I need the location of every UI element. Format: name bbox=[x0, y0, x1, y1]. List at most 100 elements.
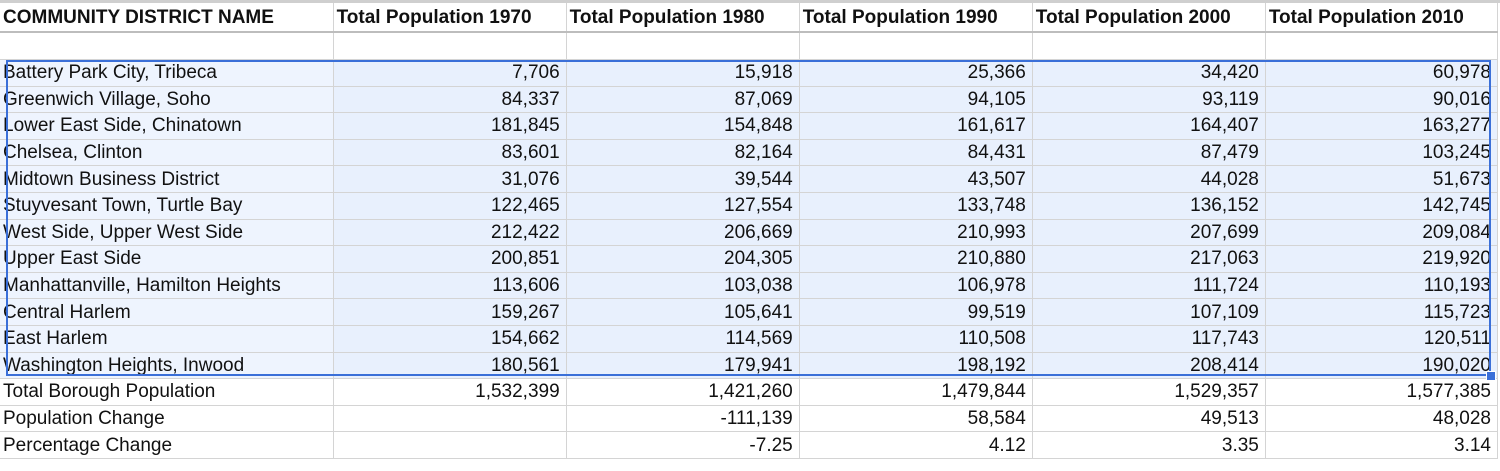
district-name-cell[interactable]: West Side, Upper West Side bbox=[0, 219, 334, 247]
empty-cell[interactable] bbox=[333, 32, 567, 60]
population-cell[interactable]: 48,028 bbox=[1265, 405, 1499, 433]
population-cell[interactable]: 106,978 bbox=[799, 272, 1033, 300]
population-cell[interactable]: 110,508 bbox=[799, 325, 1033, 353]
population-cell[interactable]: 219,920 bbox=[1265, 245, 1499, 273]
population-cell[interactable]: 25,366 bbox=[799, 59, 1033, 87]
population-cell[interactable] bbox=[333, 405, 567, 433]
column-header[interactable]: Total Population 2000 bbox=[1032, 3, 1266, 33]
population-cell[interactable]: 84,431 bbox=[799, 139, 1033, 167]
population-cell[interactable]: 1,529,357 bbox=[1032, 378, 1266, 406]
population-cell[interactable]: 115,723 bbox=[1265, 298, 1499, 326]
population-cell[interactable]: 206,669 bbox=[566, 219, 800, 247]
district-name-cell[interactable]: Central Harlem bbox=[0, 298, 334, 326]
column-header[interactable]: COMMUNITY DISTRICT NAME bbox=[0, 3, 334, 33]
population-cell[interactable]: 49,513 bbox=[1032, 405, 1266, 433]
district-name-cell[interactable]: Battery Park City, Tribeca bbox=[0, 59, 334, 87]
population-cell[interactable]: 44,028 bbox=[1032, 165, 1266, 193]
population-cell[interactable]: 209,084 bbox=[1265, 219, 1499, 247]
column-header[interactable]: Total Population 1990 bbox=[799, 3, 1033, 33]
population-cell[interactable]: 4.12 bbox=[799, 431, 1033, 459]
population-cell[interactable]: 60,978 bbox=[1265, 59, 1499, 87]
district-name-cell[interactable]: Lower East Side, Chinatown bbox=[0, 112, 334, 140]
population-cell[interactable]: 164,407 bbox=[1032, 112, 1266, 140]
district-name-cell[interactable]: Midtown Business District bbox=[0, 165, 334, 193]
population-cell[interactable]: 163,277 bbox=[1265, 112, 1499, 140]
empty-cell[interactable] bbox=[0, 32, 334, 60]
district-name-cell[interactable]: Total Borough Population bbox=[0, 378, 334, 406]
population-cell[interactable]: 83,601 bbox=[333, 139, 567, 167]
population-cell[interactable]: 154,662 bbox=[333, 325, 567, 353]
column-header[interactable]: Total Population 1980 bbox=[566, 3, 800, 33]
population-cell[interactable]: 117,743 bbox=[1032, 325, 1266, 353]
district-name-cell[interactable]: East Harlem bbox=[0, 325, 334, 353]
empty-cell[interactable] bbox=[566, 32, 800, 60]
population-cell[interactable]: 210,993 bbox=[799, 219, 1033, 247]
population-cell[interactable]: 87,479 bbox=[1032, 139, 1266, 167]
district-name-cell[interactable]: Percentage Change bbox=[0, 431, 334, 459]
population-cell[interactable]: 1,479,844 bbox=[799, 378, 1033, 406]
population-cell[interactable]: 207,699 bbox=[1032, 219, 1266, 247]
fill-handle[interactable] bbox=[1486, 371, 1496, 381]
empty-cell[interactable] bbox=[799, 32, 1033, 60]
district-name-cell[interactable]: Manhattanville, Hamilton Heights bbox=[0, 272, 334, 300]
population-cell[interactable]: 180,561 bbox=[333, 352, 567, 380]
population-cell[interactable]: 154,848 bbox=[566, 112, 800, 140]
population-cell[interactable]: 107,109 bbox=[1032, 298, 1266, 326]
district-name-cell[interactable]: Washington Heights, Inwood bbox=[0, 352, 334, 380]
population-cell[interactable]: 159,267 bbox=[333, 298, 567, 326]
population-cell[interactable]: -7.25 bbox=[566, 431, 800, 459]
population-cell[interactable]: 105,641 bbox=[566, 298, 800, 326]
column-header[interactable]: Total Population 1970 bbox=[333, 3, 567, 33]
population-cell[interactable]: 198,192 bbox=[799, 352, 1033, 380]
population-cell[interactable]: 208,414 bbox=[1032, 352, 1266, 380]
population-cell[interactable]: 217,063 bbox=[1032, 245, 1266, 273]
district-name-cell[interactable]: Chelsea, Clinton bbox=[0, 139, 334, 167]
population-cell[interactable]: 127,554 bbox=[566, 192, 800, 220]
population-cell[interactable]: 142,745 bbox=[1265, 192, 1499, 220]
district-name-cell[interactable]: Stuyvesant Town, Turtle Bay bbox=[0, 192, 334, 220]
population-cell[interactable]: 1,577,385 bbox=[1265, 378, 1499, 406]
population-cell[interactable]: 82,164 bbox=[566, 139, 800, 167]
population-cell[interactable]: 15,918 bbox=[566, 59, 800, 87]
population-cell[interactable]: 200,851 bbox=[333, 245, 567, 273]
population-cell[interactable]: 204,305 bbox=[566, 245, 800, 273]
population-cell[interactable]: 1,421,260 bbox=[566, 378, 800, 406]
population-cell[interactable]: 122,465 bbox=[333, 192, 567, 220]
population-cell[interactable]: 58,584 bbox=[799, 405, 1033, 433]
population-cell[interactable]: 3.35 bbox=[1032, 431, 1266, 459]
district-name-cell[interactable]: Population Change bbox=[0, 405, 334, 433]
population-cell[interactable]: 114,569 bbox=[566, 325, 800, 353]
district-name-cell[interactable]: Upper East Side bbox=[0, 245, 334, 273]
population-cell[interactable]: 90,016 bbox=[1265, 86, 1499, 114]
population-cell[interactable]: 34,420 bbox=[1032, 59, 1266, 87]
population-cell[interactable]: 51,673 bbox=[1265, 165, 1499, 193]
population-cell[interactable]: 103,245 bbox=[1265, 139, 1499, 167]
population-cell[interactable]: 7,706 bbox=[333, 59, 567, 87]
population-cell[interactable]: 103,038 bbox=[566, 272, 800, 300]
district-name-cell[interactable]: Greenwich Village, Soho bbox=[0, 86, 334, 114]
population-cell[interactable]: 113,606 bbox=[333, 272, 567, 300]
population-cell[interactable]: 190,020 bbox=[1265, 352, 1499, 380]
population-cell[interactable]: 110,193 bbox=[1265, 272, 1499, 300]
population-cell[interactable]: 84,337 bbox=[333, 86, 567, 114]
population-cell[interactable]: 120,511 bbox=[1265, 325, 1499, 353]
population-cell[interactable] bbox=[333, 431, 567, 459]
population-cell[interactable]: 210,880 bbox=[799, 245, 1033, 273]
population-cell[interactable]: 212,422 bbox=[333, 219, 567, 247]
population-cell[interactable]: 94,105 bbox=[799, 86, 1033, 114]
population-cell[interactable]: 136,152 bbox=[1032, 192, 1266, 220]
column-header[interactable]: Total Population 2010 bbox=[1265, 3, 1499, 33]
population-cell[interactable]: -111,139 bbox=[566, 405, 800, 433]
population-cell[interactable]: 99,519 bbox=[799, 298, 1033, 326]
population-cell[interactable]: 1,532,399 bbox=[333, 378, 567, 406]
population-cell[interactable]: 179,941 bbox=[566, 352, 800, 380]
population-cell[interactable]: 39,544 bbox=[566, 165, 800, 193]
population-cell[interactable]: 87,069 bbox=[566, 86, 800, 114]
population-cell[interactable]: 43,507 bbox=[799, 165, 1033, 193]
population-cell[interactable]: 161,617 bbox=[799, 112, 1033, 140]
empty-cell[interactable] bbox=[1032, 32, 1266, 60]
population-cell[interactable]: 93,119 bbox=[1032, 86, 1266, 114]
population-cell[interactable]: 181,845 bbox=[333, 112, 567, 140]
population-cell[interactable]: 31,076 bbox=[333, 165, 567, 193]
population-cell[interactable]: 133,748 bbox=[799, 192, 1033, 220]
